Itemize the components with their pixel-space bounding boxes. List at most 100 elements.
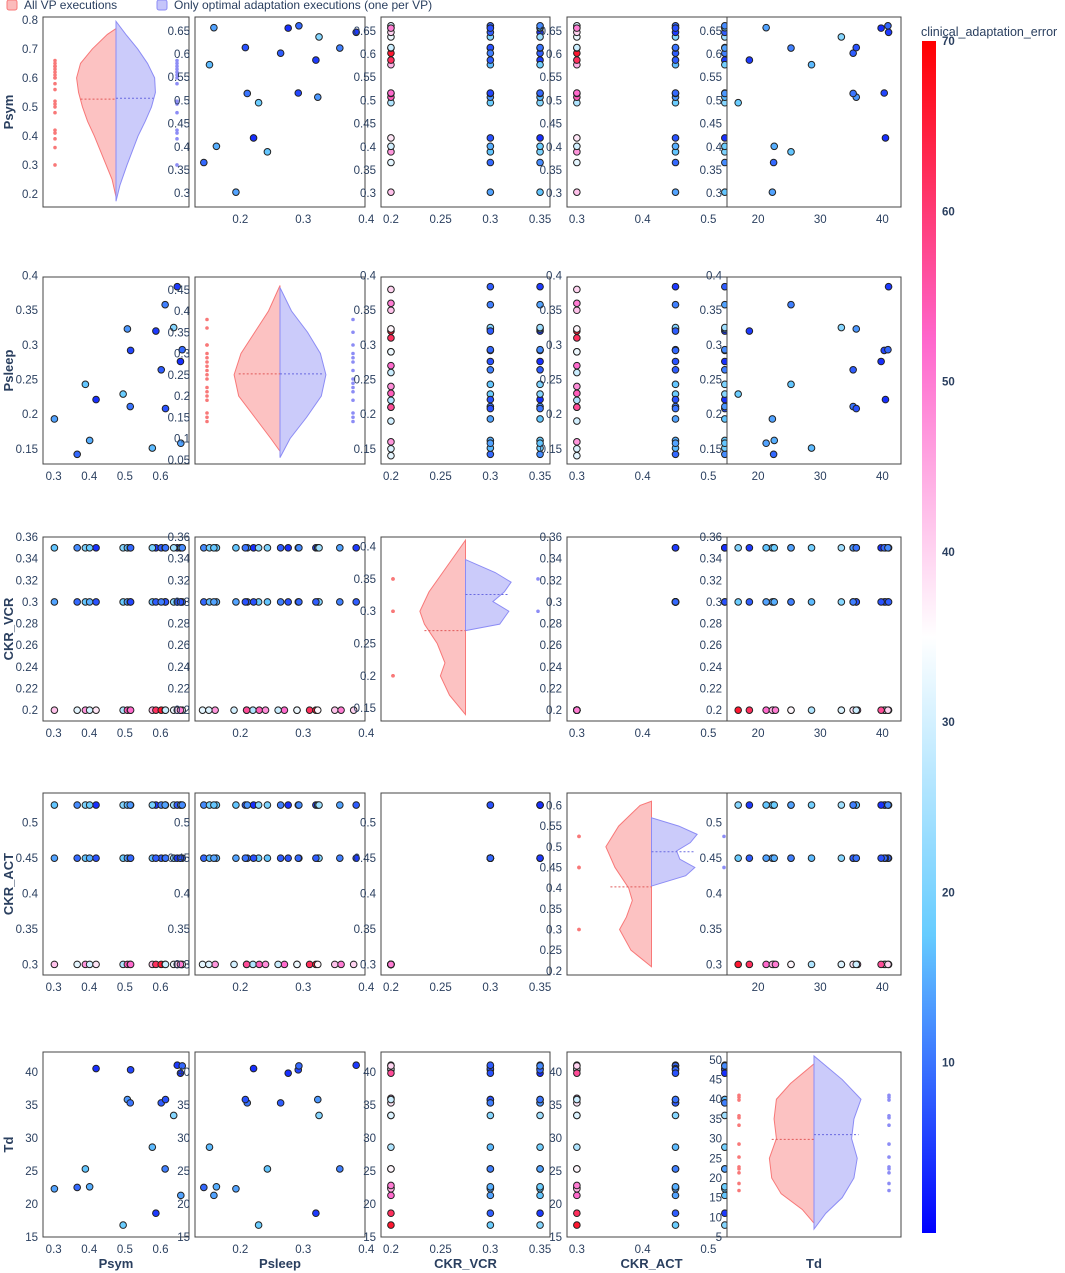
y-tick-label: 0.65 <box>700 26 722 38</box>
data-point <box>255 960 264 969</box>
data-point <box>486 404 495 413</box>
y-tick-label: 0.15 <box>354 444 376 456</box>
data-point <box>486 1061 495 1070</box>
data-point <box>768 188 777 196</box>
subplot-frame <box>42 536 190 722</box>
x-tick-label: 0.35 <box>529 214 551 226</box>
data-point <box>50 415 59 423</box>
y-tick-label: 0.3 <box>174 349 190 361</box>
jitter-point-optimal <box>175 70 179 74</box>
data-point <box>734 801 742 809</box>
y-tick-label: 0.36 <box>16 532 38 544</box>
y-tick-label: 0.1 <box>174 434 190 446</box>
x-tick-label: 0.3 <box>569 214 585 226</box>
y-tick-label: 0.45 <box>168 119 190 131</box>
y-tick-label: 0.3 <box>706 959 722 971</box>
data-point <box>73 598 81 606</box>
data-point <box>573 382 581 391</box>
data-point <box>787 960 795 969</box>
data-point <box>387 1191 395 1200</box>
data-point <box>769 158 778 167</box>
data-point <box>254 1221 263 1229</box>
jitter-point-optimal <box>887 1123 891 1128</box>
violin-optimal <box>813 1054 862 1231</box>
y-tick-label: 0.6 <box>174 49 190 61</box>
jitter-point-optimal <box>351 415 355 420</box>
colorbar: clinical_adaptation_error 10 20 30 40 50 60 70 <box>921 25 1057 1233</box>
subplot-ckr-act-vs-psleep: 0.3 0.35 0.4 0.45 0.5 0.2 0.3 0.4 <box>168 792 375 994</box>
y-tick-label: 0.25 <box>354 639 376 651</box>
data-point <box>573 134 581 142</box>
data-point <box>50 801 59 809</box>
data-point <box>295 22 303 30</box>
y-tick-label: 0.65 <box>168 26 190 38</box>
data-point <box>336 854 344 862</box>
violin-all-vp <box>768 1062 815 1225</box>
jitter-point-optimal <box>887 1093 891 1098</box>
data-point <box>176 854 185 862</box>
y-tick-label: 0.26 <box>168 640 190 652</box>
data-point <box>807 960 816 969</box>
y-tick-label: 35 <box>363 1100 376 1112</box>
data-point <box>315 544 323 552</box>
y-tick-label: 0.28 <box>168 619 190 631</box>
x-tick-label: 0.25 <box>429 982 451 994</box>
y-tick-label: 0.45 <box>354 853 376 865</box>
y-tick-label: 0.32 <box>16 575 38 587</box>
data-point <box>312 854 320 862</box>
jitter-point-optimal <box>175 163 179 167</box>
data-point <box>349 960 358 969</box>
data-point <box>536 357 544 366</box>
data-point <box>762 544 770 552</box>
y-tick-label: 0.65 <box>540 26 562 38</box>
data-point <box>770 598 779 606</box>
data-point <box>536 22 544 30</box>
data-point <box>126 346 135 355</box>
subplot-ckr-vcr-vs-td: 0.2 0.22 0.24 0.26 0.28 0.3 0.32 0.34 0.36 20 30 40 <box>700 532 902 740</box>
jitter-point-all-vp <box>391 674 395 678</box>
data-point <box>295 544 303 552</box>
data-point <box>787 148 795 156</box>
y-tick-label: 0.15 <box>16 444 38 456</box>
y-tick-label: 0.45 <box>354 119 376 131</box>
data-point <box>486 300 495 309</box>
legend-swatch-all-vp[interactable] <box>6 0 18 11</box>
data-point <box>205 1143 214 1151</box>
x-tick-label: 0.4 <box>358 214 375 226</box>
data-point <box>261 960 270 969</box>
row-label-ckr-act: CKR_ACT <box>1 853 16 915</box>
y-tick-label: 0.45 <box>700 853 722 865</box>
y-tick-label: 0.3 <box>174 597 190 609</box>
data-point <box>771 960 780 969</box>
jitter-point-all-vp <box>737 1165 741 1169</box>
data-point <box>807 544 816 552</box>
x-tick-label: 0.35 <box>529 471 551 483</box>
jitter-point-all-vp <box>53 110 57 115</box>
jitter-point-all-vp <box>391 577 395 581</box>
subplot-td-vs-psym: 15 20 25 30 35 40 0.3 0.4 0.5 0.6 <box>25 1051 190 1256</box>
subplot-frame <box>566 16 737 208</box>
data-point <box>884 28 893 37</box>
data-point <box>387 361 395 370</box>
jitter-point-all-vp <box>737 1181 741 1186</box>
data-point <box>745 960 754 969</box>
y-tick-label: 0.45 <box>700 119 722 131</box>
data-point <box>177 1191 185 1200</box>
y-tick-label: 0.24 <box>16 662 39 674</box>
data-point <box>486 439 495 448</box>
jitter-point-optimal <box>722 834 726 839</box>
x-tick-label: 0.2 <box>232 214 248 226</box>
y-tick-label: 0.26 <box>700 640 722 652</box>
data-point <box>573 158 581 167</box>
legend-swatch-optimal[interactable] <box>156 0 168 11</box>
data-point <box>573 1165 581 1173</box>
data-point <box>274 960 282 969</box>
y-tick-label: 0.5 <box>546 842 562 854</box>
x-tick-label: 0.2 <box>383 471 399 483</box>
data-point <box>486 188 495 196</box>
y-tick-label: 0.4 <box>360 542 377 554</box>
data-point <box>50 706 59 714</box>
x-tick-label: 0.4 <box>635 471 652 483</box>
y-tick-label: 15 <box>549 1232 562 1244</box>
jitter-point-all-vp <box>205 317 209 322</box>
